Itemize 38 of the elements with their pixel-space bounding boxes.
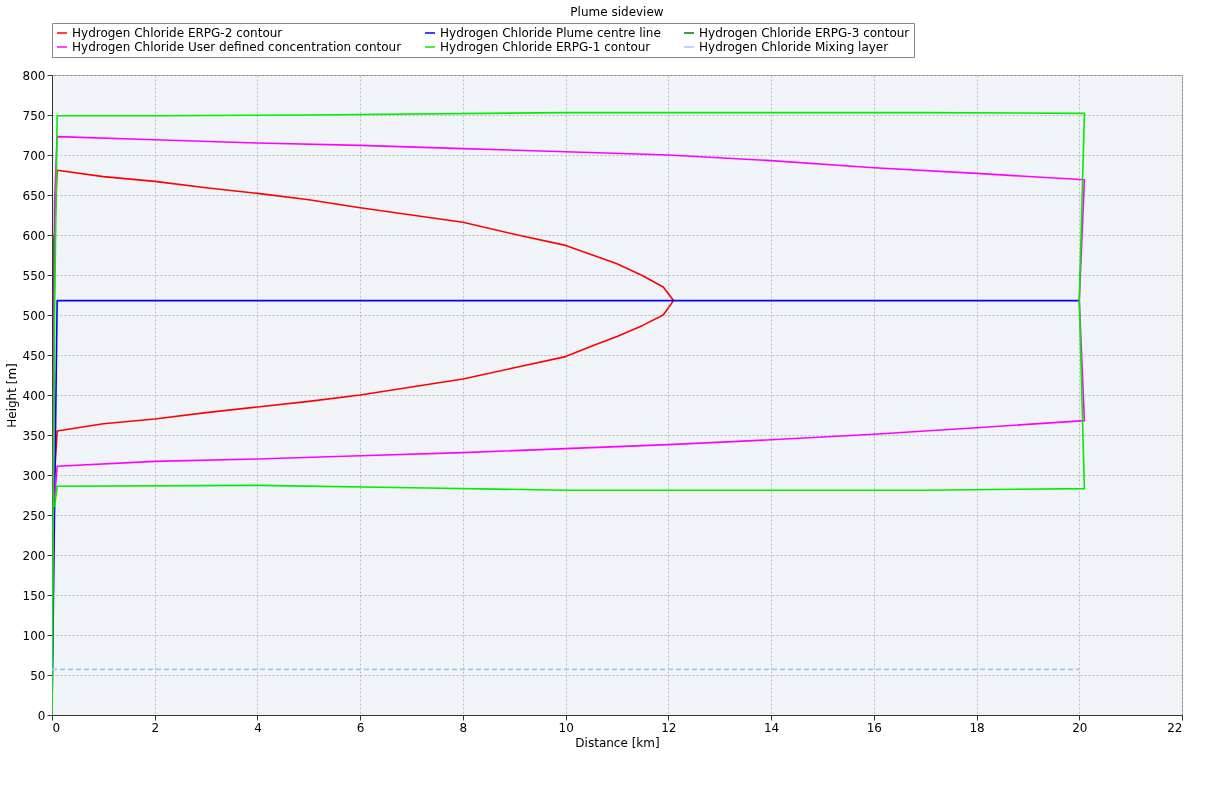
legend-label: Hydrogen Chloride Mixing layer: [699, 40, 889, 54]
legend-label: Hydrogen Chloride ERPG-2 contour: [72, 26, 283, 40]
y-tick-label: 550: [22, 268, 46, 283]
y-tick-label: 150: [22, 588, 46, 603]
x-tick-label: 12: [661, 720, 677, 735]
x-tick-label: 14: [763, 720, 780, 735]
x-tick-label: 6: [356, 720, 365, 735]
x-tick-label: 18: [969, 720, 985, 735]
y-tick-label: 750: [22, 108, 46, 123]
chart-title: Plume sideview: [570, 4, 664, 19]
y-tick-label: 800: [22, 68, 46, 83]
y-axis-title: Height [m]: [4, 363, 19, 428]
y-tick-label: 700: [22, 148, 46, 163]
x-tick-label: 22: [1167, 720, 1183, 735]
y-tick-label: 350: [22, 428, 46, 443]
x-tick-label: 4: [254, 720, 262, 735]
y-tick-label: 600: [22, 228, 46, 243]
x-tick-label: 16: [866, 720, 882, 735]
y-tick-label: 500: [22, 308, 46, 323]
legend-label: Hydrogen Chloride Plume centre line: [440, 26, 661, 40]
y-tick-label: 200: [22, 548, 46, 563]
x-tick-label: 10: [558, 720, 574, 735]
y-tick-label: 250: [22, 508, 46, 523]
x-tick-label: 8: [459, 720, 468, 735]
x-tick-label: 2: [151, 720, 160, 735]
y-tick-label: 450: [22, 348, 46, 363]
y-tick-label: 400: [22, 388, 46, 403]
y-tick-label: 0: [37, 708, 46, 723]
legend-label: Hydrogen Chloride ERPG-3 contour: [699, 26, 910, 40]
x-tick-label: 0: [52, 720, 61, 735]
y-tick-label: 650: [22, 188, 46, 203]
y-tick-label: 300: [22, 468, 46, 483]
x-tick-label: 20: [1072, 720, 1088, 735]
legend-label: Hydrogen Chloride User defined concentration contour: [72, 40, 402, 54]
y-tick-label: 100: [22, 628, 46, 643]
x-axis-title: Distance [km]: [575, 735, 660, 750]
y-tick-label: 50: [30, 668, 46, 683]
legend-label: Hydrogen Chloride ERPG-1 contour: [440, 40, 651, 54]
